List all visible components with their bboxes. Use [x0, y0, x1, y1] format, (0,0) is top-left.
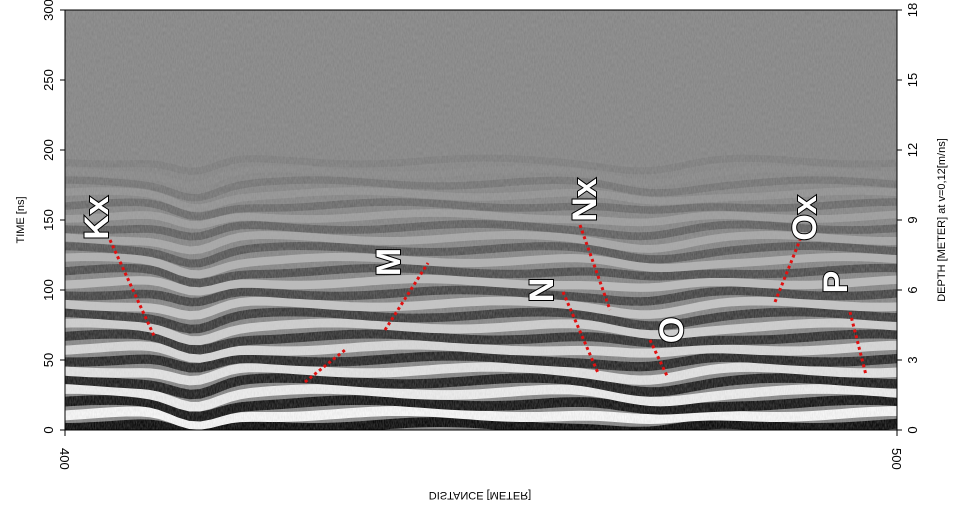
y-tick-label: 250	[41, 69, 56, 91]
y2-tick-label: 18	[905, 3, 920, 17]
annotation-label: Kx	[78, 196, 116, 240]
y-tick-label: 50	[41, 353, 56, 367]
y2-tick-label: 15	[905, 73, 920, 87]
y2-tick-label: 6	[905, 286, 920, 293]
y-tick-label: 200	[41, 139, 56, 161]
x-tick-label: 500	[889, 448, 904, 470]
y-axis-title: TIME [ns]	[15, 196, 27, 243]
annotation-label: O	[653, 317, 691, 343]
y2-tick-label: 3	[905, 356, 920, 363]
y-tick-label: 0	[41, 426, 56, 433]
y2-tick-label: 0	[905, 426, 920, 433]
annotation-label: Nx	[566, 178, 604, 222]
radargram-image	[65, 10, 897, 430]
annotation-label: Ox	[786, 195, 824, 240]
annotation-label: P	[817, 271, 855, 294]
y2-axis-title: DEPTH [METER] at v=0,12[m/ns]	[936, 138, 948, 302]
y-tick-label: 150	[41, 209, 56, 231]
x-tick-label: 400	[57, 448, 72, 470]
y2-tick-label: 12	[905, 143, 920, 157]
annotation-label: M	[370, 248, 408, 276]
y-tick-label: 300	[41, 0, 56, 21]
y-tick-label: 100	[41, 279, 56, 301]
x-axis-title: DISTANCE [METER]	[429, 489, 531, 501]
annotation-label: N	[523, 278, 561, 303]
annotation-lines	[108, 224, 868, 384]
y2-tick-label: 9	[905, 216, 920, 223]
